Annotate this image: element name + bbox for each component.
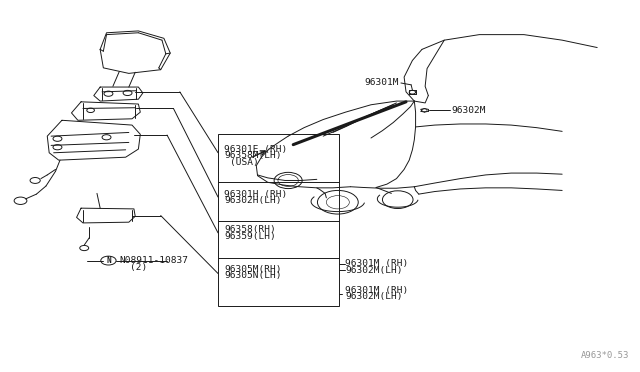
Text: 96301H (RH): 96301H (RH) — [225, 190, 287, 199]
Text: 96305M(RH): 96305M(RH) — [225, 264, 282, 273]
Text: N: N — [106, 256, 111, 265]
Text: 96301M (RH): 96301M (RH) — [346, 259, 409, 268]
Text: 96301E (RH): 96301E (RH) — [225, 145, 287, 154]
Text: 96302M(LH): 96302M(LH) — [346, 292, 403, 301]
Bar — [218, 134, 339, 306]
Text: 96358M(LH): 96358M(LH) — [225, 151, 282, 160]
Text: (2): (2) — [130, 263, 147, 272]
Text: N08911-10837: N08911-10837 — [119, 256, 188, 265]
Text: 96302H(LH): 96302H(LH) — [225, 196, 282, 205]
Text: 96302M(LH): 96302M(LH) — [346, 266, 403, 275]
Text: 96301M: 96301M — [364, 78, 398, 87]
Text: 96359(LH): 96359(LH) — [225, 232, 276, 241]
Text: 96302M: 96302M — [451, 106, 486, 115]
Text: 96358(RH): 96358(RH) — [225, 225, 276, 234]
Text: 96305N(LH): 96305N(LH) — [225, 271, 282, 280]
Text: 96301M (RH): 96301M (RH) — [346, 286, 409, 295]
Text: A963*0.53: A963*0.53 — [580, 351, 629, 360]
Text: (USA): (USA) — [230, 158, 259, 167]
